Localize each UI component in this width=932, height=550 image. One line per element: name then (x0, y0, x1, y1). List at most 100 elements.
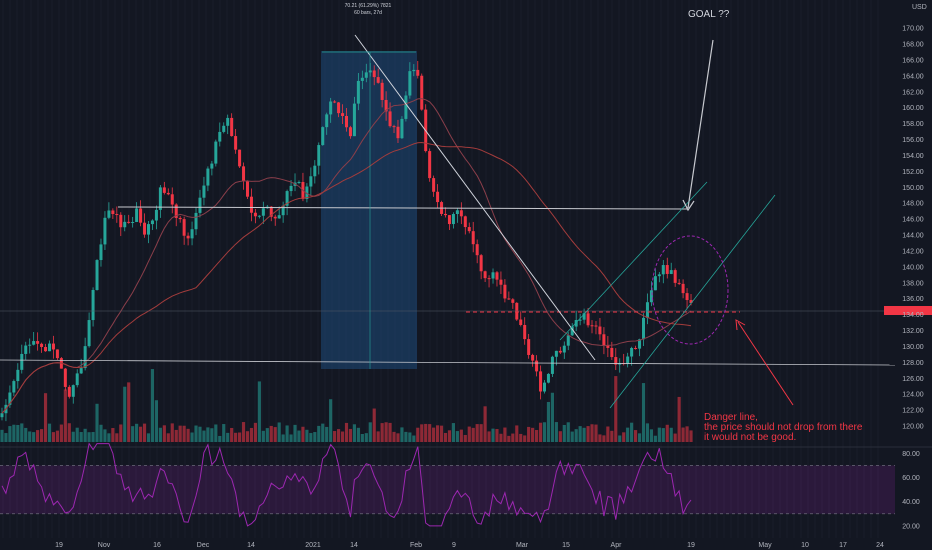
volume-bar (546, 401, 551, 442)
volume-bar (91, 432, 95, 442)
volume-bar (653, 435, 657, 442)
volume-bar (416, 427, 420, 442)
date-tick-label: 14 (350, 542, 358, 549)
price-tick-label: 166.00 (902, 57, 924, 64)
price-axis[interactable]: 120.00 122.00 124.00 126.00 128.00 130.00 132.… (902, 26, 924, 431)
volume-bar (190, 432, 194, 442)
channel-lower (609, 194, 776, 409)
volume-bar (424, 423, 428, 442)
volume-bar (590, 424, 594, 442)
candle (24, 345, 28, 354)
candle (598, 326, 602, 335)
candle (206, 168, 210, 186)
volume-bar (396, 433, 400, 442)
candle (665, 265, 669, 274)
volume-bar (340, 431, 345, 442)
candle (131, 222, 135, 224)
volume-bar (226, 432, 230, 442)
volume-bar (269, 425, 273, 442)
volume-bar (138, 426, 143, 442)
price-tick-label: 120.00 (902, 424, 924, 431)
volume-bar (455, 431, 459, 442)
candle (626, 356, 630, 365)
candle (356, 80, 360, 104)
date-tick-label: 9 (452, 542, 456, 549)
goal-annotation: GOAL ?? (688, 9, 730, 20)
price-tick-label: 156.00 (902, 137, 924, 144)
volume-bar (67, 423, 71, 442)
volume-bar (388, 422, 392, 442)
candle (400, 118, 404, 139)
price-tick-label: 146.00 (902, 217, 924, 224)
volume-bar (158, 427, 162, 442)
candle (178, 217, 182, 220)
candle (531, 354, 535, 361)
volume-bar (471, 427, 475, 442)
candle (432, 178, 436, 192)
candle (146, 224, 151, 235)
candle (352, 103, 356, 137)
volume-bar (554, 422, 558, 442)
candle (388, 111, 392, 127)
candle (610, 347, 614, 358)
volume-bar (637, 433, 642, 442)
candle (123, 221, 127, 228)
volume-bar (154, 400, 159, 442)
volume-bar (404, 431, 408, 442)
volume-bar (380, 423, 384, 442)
candle (364, 72, 368, 78)
candle (47, 343, 52, 352)
volume-bar (198, 426, 202, 442)
volume-bar (123, 386, 127, 442)
candle (245, 180, 250, 197)
candle (420, 75, 424, 110)
candle (135, 208, 139, 223)
highlight-circle (651, 235, 729, 345)
candle (87, 320, 91, 347)
price-tick-label: 134.00 (902, 312, 924, 319)
volume-bar (443, 432, 448, 442)
candle (475, 244, 479, 256)
volume-bar (333, 431, 337, 442)
candle (162, 187, 166, 193)
candle (404, 95, 408, 119)
volume-bar (8, 426, 12, 442)
candle (428, 151, 432, 179)
candle (202, 185, 206, 198)
volume-bar (107, 433, 111, 442)
price-tick-label: 130.00 (902, 344, 924, 351)
candle (463, 216, 467, 228)
candle (269, 206, 273, 217)
candle (341, 113, 345, 117)
candle (127, 221, 131, 223)
time-axis[interactable]: 19 Nov 16 Dec 14 2021 14 Feb 9 Mar 15 Apr 19 May 10 17 2… (55, 542, 884, 549)
volume-bar (111, 428, 115, 442)
volume-bar (491, 428, 495, 442)
date-tick-label: 2021 (305, 542, 321, 549)
volume-bar (297, 430, 301, 442)
currency-label: USD (912, 4, 927, 11)
volume-bar (59, 424, 63, 442)
candle (40, 343, 44, 348)
volume-bar (75, 427, 79, 442)
candle (566, 335, 570, 346)
volume-bar (32, 432, 36, 442)
candle (376, 77, 380, 83)
candle (174, 204, 178, 218)
volume-bar (162, 425, 166, 442)
candle (194, 212, 198, 230)
volume-bar (95, 403, 99, 442)
candle (317, 145, 321, 166)
candle (443, 213, 448, 216)
volume-bar (586, 426, 590, 442)
candle (562, 345, 566, 353)
candle (554, 350, 558, 357)
volume-bar (142, 423, 147, 442)
drawings (0, 34, 932, 409)
volume-bar (598, 434, 602, 442)
price-tick-label: 150.00 (902, 185, 924, 192)
candle (523, 325, 527, 340)
volume-bar (178, 425, 182, 442)
volume-bar (360, 433, 364, 442)
